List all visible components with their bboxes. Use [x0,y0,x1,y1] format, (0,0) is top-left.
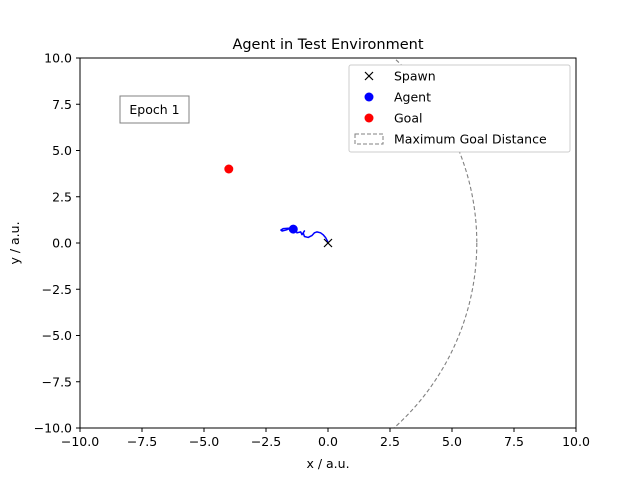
legend-circle-marker [364,92,374,102]
x-tick-label: 7.5 [504,434,524,449]
agent-path-line [280,226,329,243]
legend-circle-marker [364,113,374,123]
y-tick-label: 7.5 [52,97,72,112]
legend-dashed-box [354,133,384,145]
y-tick-label: 10.0 [44,51,72,66]
x-tick-label: 0.0 [318,434,338,449]
x-tick-label: −10.0 [61,434,99,449]
y-axis-label: y / a.u. [7,221,22,264]
x-tick-label: 2.5 [380,434,400,449]
x-tick-label: 5.0 [442,434,462,449]
x-axis-label: x / a.u. [306,456,349,471]
legend-entry: Agent [364,90,431,105]
x-tick-label: −7.5 [127,434,157,449]
goal-marker [224,164,234,174]
x-axis-ticks: −10.0 −7.5 −5.0 −2.5 0.0 2.5 5.0 7.5 10.0 [61,428,590,449]
legend-label: Goal [394,111,422,126]
x-tick-label: −2.5 [251,434,281,449]
y-tick-label: −5.0 [42,328,72,343]
y-tick-label: −10.0 [34,421,72,436]
y-tick-label: 0.0 [52,236,72,251]
legend-spawn-marker [364,71,374,81]
legend: Spawn Agent Goal Maximum Goal Distance [348,64,571,153]
legend-label: Maximum Goal Distance [394,132,547,147]
legend-entry: Goal [364,111,422,126]
epoch-annotation: Epoch 1 [119,95,190,124]
x-tick-label: −5.0 [189,434,219,449]
legend-entry: Spawn [364,69,436,84]
legend-label: Agent [394,90,431,105]
legend-entry: Maximum Goal Distance [354,132,547,147]
x-tick-label: 10.0 [562,434,590,449]
max-goal-distance-circle [393,58,478,428]
agent-marker [288,224,298,234]
y-tick-label: 2.5 [52,189,72,204]
y-tick-label: 5.0 [52,143,72,158]
spawn-marker [323,238,333,248]
legend-box [348,64,571,153]
spawn-marker-stroke-b [323,238,333,248]
epoch-annotation-text: Epoch 1 [129,102,179,117]
legend-label: Spawn [394,69,436,84]
y-tick-label: −7.5 [42,374,72,389]
y-tick-label: −2.5 [42,282,72,297]
epoch-annotation-box [119,95,190,124]
chart-title: Agent in Test Environment [232,37,423,53]
y-axis-ticks: −10.0 −7.5 −5.0 −2.5 0.0 2.5 5.0 7.5 10.0 [34,51,80,436]
